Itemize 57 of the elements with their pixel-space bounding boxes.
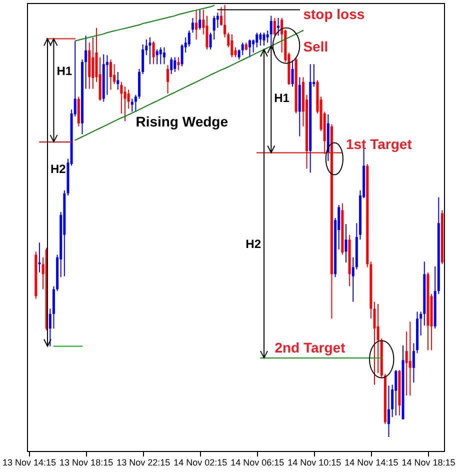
candlestick (198, 9, 202, 30)
candlestick (116, 71, 120, 90)
candlestick (106, 54, 108, 96)
annotation: H2 (50, 162, 66, 176)
x-tick-label: 13 Nov 14:15 (2, 458, 56, 468)
candlestick (159, 46, 162, 65)
candlestick (170, 56, 173, 75)
x-tick-label: 14 Nov 14:15 (344, 458, 398, 468)
candlestick (127, 89, 130, 110)
candlestick (262, 32, 266, 46)
candlestick (130, 98, 134, 112)
annotation: H2 (246, 236, 262, 251)
candlestick (110, 58, 112, 90)
candlestick (191, 17, 194, 34)
candlestick (174, 56, 176, 72)
annotation: H1 (274, 90, 290, 105)
x-tick-label: 14 Nov 10:15 (288, 458, 342, 468)
candlestick (148, 36, 152, 65)
x-tick-label: 13 Nov 18:15 (60, 458, 114, 468)
candlestick (124, 86, 126, 122)
candlestick (412, 342, 415, 384)
annotation: H1 (56, 64, 72, 78)
candlestick (162, 46, 166, 65)
candlestick (195, 9, 198, 40)
candlestick (216, 12, 219, 28)
candlestick (241, 42, 244, 56)
candlestick (230, 34, 234, 58)
candlestick (156, 48, 158, 65)
candlestick (270, 15, 272, 46)
legend-label: 2nd Target (274, 339, 346, 356)
x-tick-label: 13 Nov 22:15 (116, 458, 170, 468)
annotation: Sell (303, 38, 328, 54)
candlestick (277, 17, 280, 36)
candlestick (134, 94, 137, 112)
candlestick (220, 6, 222, 26)
candlestick (259, 32, 262, 46)
candlestick (248, 39, 252, 58)
candlestick (188, 30, 190, 47)
x-tick-label: 14 Nov 02:15 (174, 458, 228, 468)
candlestick (120, 81, 123, 114)
candlestick (388, 385, 390, 438)
annotation: Rising Wedge (136, 114, 228, 130)
candlestick (177, 56, 180, 71)
candlestick (291, 60, 294, 88)
candlestick (376, 303, 380, 374)
candlestick (84, 35, 88, 90)
candlestick (394, 370, 398, 416)
candlestick (92, 36, 94, 90)
x-tick-label: 14 Nov 06:15 (230, 458, 284, 468)
candlestick (152, 40, 155, 65)
candlestick (166, 64, 170, 94)
candlestick (273, 17, 276, 36)
x-tick-label: 14 Nov 18:15 (402, 458, 456, 468)
series-label: stop loss (303, 6, 365, 22)
candlestick (408, 321, 412, 396)
candlestick (344, 224, 348, 263)
series-label: 1st Target (346, 136, 412, 152)
